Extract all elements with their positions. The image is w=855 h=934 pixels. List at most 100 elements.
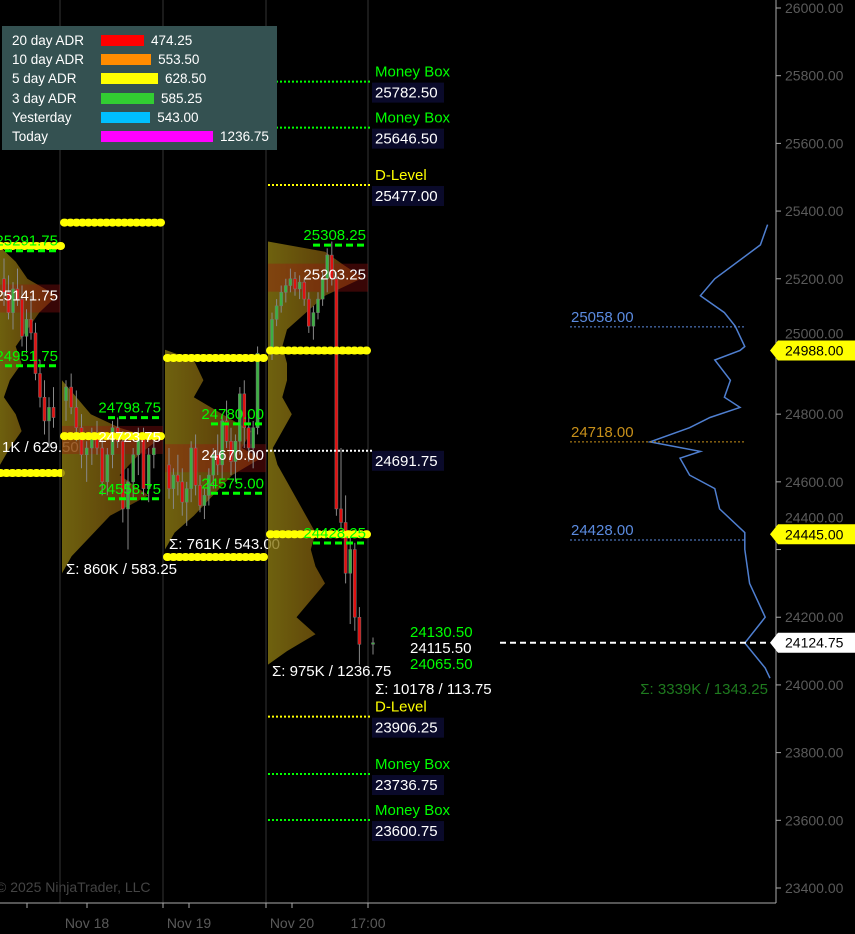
candle-down [121, 440, 125, 510]
session-3: 25308.25 24428.25 25203.25 Σ: 975K / 1236.7… [266, 227, 391, 680]
level-money-box: Money Box 23600.75 [268, 802, 451, 842]
y-tick-label: 25000.00 [785, 326, 844, 342]
level-money-box: Money Box 25646.50 [268, 110, 451, 149]
x-tick-label: 17:00 [350, 915, 385, 931]
candle-up [84, 447, 89, 456]
y-tick-label: 24000.00 [785, 677, 844, 693]
y-tick-label: 25600.00 [785, 135, 844, 151]
candle-down [229, 440, 233, 462]
val-label: 24951.75 [0, 348, 58, 365]
candle-down [224, 420, 229, 442]
adr-label: 5 day ADR [12, 71, 77, 87]
label-bg [372, 128, 444, 149]
vah-label: 24130.50 [410, 624, 473, 641]
val-label: 24065.50 [410, 656, 473, 673]
candle-down [20, 298, 24, 337]
adr-bar [101, 111, 151, 123]
x-tick-label: Nov 20 [270, 915, 315, 931]
candle-up [146, 454, 151, 489]
candle-down [176, 474, 180, 483]
y-tick-label: 24600.00 [785, 474, 844, 490]
level-name: Money Box [375, 110, 451, 127]
candle-down [353, 549, 357, 618]
adr-value: 553.50 [158, 52, 200, 68]
candle-up [316, 298, 320, 313]
adr-bar [101, 92, 155, 104]
candle-up [47, 407, 51, 422]
candle-down [100, 447, 104, 483]
y-tick-label: 23600.00 [785, 812, 844, 828]
copyright-text: © 2025 NinjaTrader, LLC [0, 879, 151, 895]
y-tick-label: 24400.00 [785, 509, 844, 525]
label-bg [372, 821, 444, 842]
level-value: 25646.50 [375, 131, 438, 148]
candle-down [180, 481, 185, 503]
candle-up [284, 285, 288, 293]
candle-up [202, 495, 207, 506]
session-summary: Σ: 860K / 583.25 [66, 561, 177, 578]
candle-down [215, 454, 220, 466]
adr-bar [101, 131, 214, 142]
session-summary: Σ: 10178 / 113.75 [375, 681, 492, 698]
candle-up [64, 386, 68, 401]
candle-up [255, 352, 260, 428]
candle-up [251, 427, 255, 449]
level-value: 23906.25 [375, 720, 438, 737]
adr-label: 10 day ADR [12, 52, 85, 68]
level-money-box: Money Box 23736.75 [268, 756, 451, 796]
candle-up [238, 393, 242, 442]
adr-label: Yesterday [12, 109, 72, 125]
candle-up [274, 305, 279, 320]
val-label: 24558.75 [98, 481, 161, 498]
vah-label: 25291.75 [0, 233, 58, 250]
candle-down [330, 254, 334, 280]
label-bg [372, 717, 444, 738]
label-bg [372, 186, 444, 207]
session-0: 25291.75 24951.75 25141.75 1K / 629.50 [0, 233, 79, 478]
level-name: Money Box [375, 64, 451, 81]
poc-label: 25141.75 [0, 287, 58, 304]
composite-summary: Σ: 3339K / 1343.25 [640, 681, 768, 698]
candle-down [167, 464, 171, 489]
adr-bar [101, 54, 152, 66]
label-bg [372, 82, 444, 103]
level-value: 23600.75 [375, 823, 438, 840]
adr-bar [101, 73, 158, 85]
price-marker-label: 24124.75 [785, 635, 844, 651]
poc-label: 25203.25 [303, 267, 366, 284]
candle-down [29, 319, 33, 334]
val-label: 24575.00 [201, 475, 264, 492]
candle-down [2, 278, 6, 293]
poc-label: 24723.75 [98, 429, 161, 446]
volume-profile [62, 380, 158, 574]
candle-down [38, 373, 42, 398]
session-summary: Σ: 761K / 543.00 [169, 536, 280, 553]
adr-label: 3 day ADR [12, 90, 77, 106]
y-tick-label: 24200.00 [785, 609, 844, 625]
poc-label: 24115.50 [410, 640, 471, 657]
adr-value: 1236.75 [220, 129, 269, 144]
candle-up [24, 319, 29, 337]
candle-up [348, 549, 352, 574]
candle-up [131, 454, 135, 483]
level-name: Money Box [375, 802, 451, 819]
candle-down [51, 407, 56, 418]
session-1: 24798.75 24558.75 24723.75 Σ: 860K / 583.25 [60, 218, 177, 578]
candle-up [320, 278, 325, 300]
session-summary: 1K / 629.50 [2, 439, 79, 456]
vah-label: 24780.00 [201, 406, 264, 423]
candle-up [207, 474, 211, 496]
price-marker-label: 24988.00 [785, 343, 844, 359]
candle-up [126, 481, 130, 510]
adr-value: 474.25 [150, 33, 193, 48]
candle-down [246, 427, 251, 449]
level-value: 23736.75 [375, 777, 438, 794]
composite-profile-line [647, 224, 771, 679]
label-bg [372, 775, 444, 796]
candle-up [171, 474, 176, 489]
level-value: 25477.00 [375, 188, 438, 205]
adr-bar [101, 35, 144, 46]
candle-up [297, 281, 302, 290]
